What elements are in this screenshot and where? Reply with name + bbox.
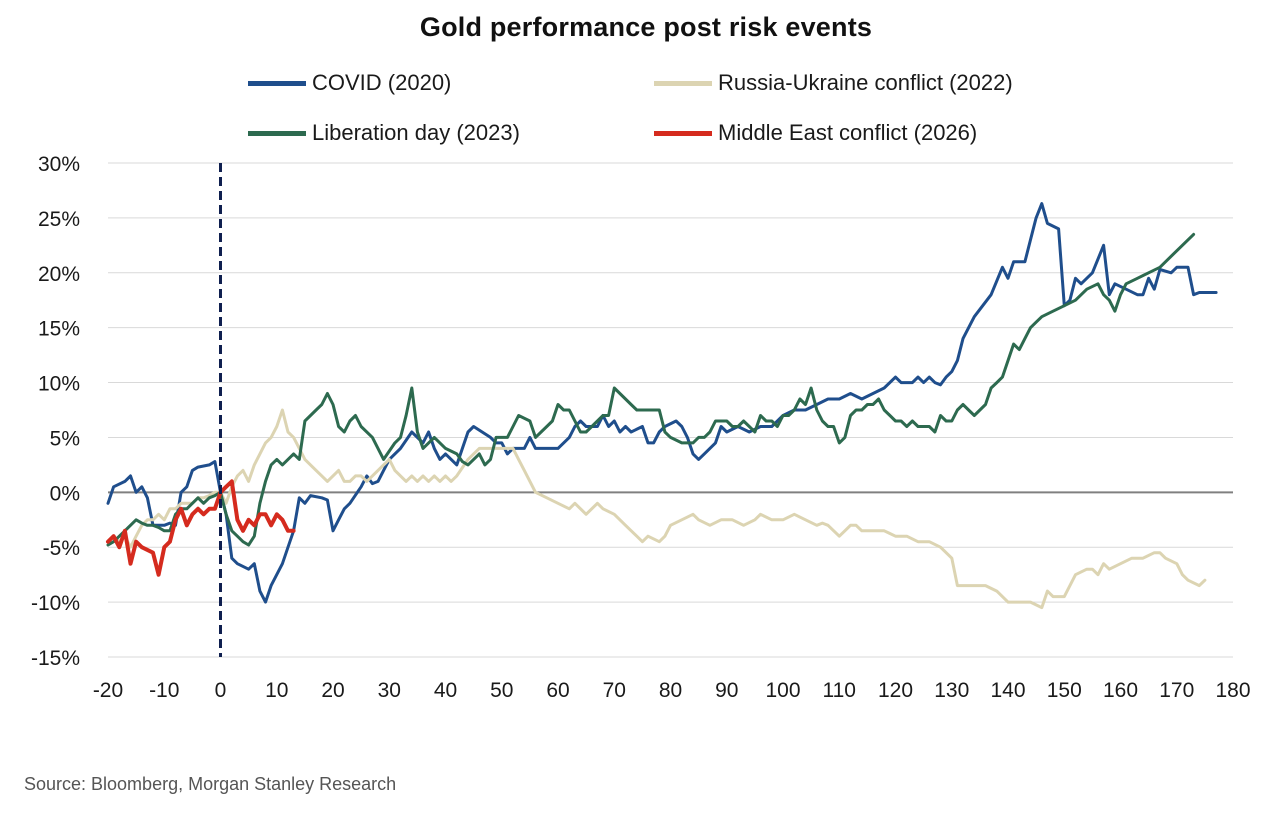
x-tick-label: 90 (715, 679, 738, 702)
x-tick-label: 130 (934, 679, 969, 702)
grid-lines (108, 162, 1233, 658)
x-tick-label: 140 (990, 679, 1025, 702)
legend-swatch-covid (248, 80, 306, 86)
series-line-middle-east-conflict-2026 (106, 479, 296, 577)
y-tick-label: 15% (38, 318, 80, 341)
x-axis-tick-labels: -20 -10 0 10 20 30 40 50 60 70 80 90 100 110 120 130 140… (93, 679, 1251, 702)
series-line-russia-ukraine-conflict-2022 (106, 408, 1207, 610)
x-tick-label: 40 (434, 679, 457, 702)
x-tick-label: 150 (1047, 679, 1082, 702)
x-tick-label: 10 (265, 679, 288, 702)
x-tick-label: 160 (1103, 679, 1138, 702)
x-tick-label: -20 (93, 679, 123, 702)
x-tick-label: 30 (378, 679, 401, 702)
y-axis-tick-labels: 30% 25% 20% 15% 10% 5% 0% -5% -10% -15% (31, 153, 80, 670)
y-tick-label: 30% (38, 153, 80, 176)
legend-label-liberation-day: Liberation day (2023) (312, 120, 520, 145)
legend-item-liberation-day: Liberation day (2023) (248, 119, 520, 147)
x-tick-label: 80 (659, 679, 682, 702)
y-tick-label: 10% (38, 373, 80, 396)
x-tick-label: 180 (1215, 679, 1250, 702)
series-line-covid-2020 (106, 202, 1218, 604)
legend-item-russia-ukraine: Russia-Ukraine conflict (2022) (654, 69, 1013, 97)
legend-swatch-middle-east (654, 130, 712, 136)
legend-label-covid: COVID (2020) (312, 70, 452, 95)
y-tick-label: -5% (43, 537, 80, 560)
chart-title: Gold performance post risk events (419, 12, 873, 42)
legend-label-russia-ukraine: Russia-Ukraine conflict (2022) (718, 70, 1013, 95)
y-tick-label: -15% (31, 647, 80, 670)
x-tick-label: -10 (149, 679, 179, 702)
series-lines (106, 202, 1218, 610)
x-tick-label: 50 (490, 679, 513, 702)
y-tick-label: 5% (50, 427, 80, 450)
x-tick-label: 110 (823, 679, 856, 702)
x-tick-label: 60 (546, 679, 569, 702)
y-tick-label: 25% (38, 208, 80, 231)
source-note: Source: Bloomberg, Morgan Stanley Resear… (24, 774, 397, 794)
x-tick-label: 170 (1159, 679, 1194, 702)
x-tick-label: 0 (215, 679, 227, 702)
y-tick-label: -10% (31, 592, 80, 615)
legend-swatch-russia-ukraine (654, 80, 712, 86)
legend-label-middle-east: Middle East conflict (2026) (718, 120, 978, 145)
legend-item-middle-east: Middle East conflict (2026) (654, 119, 977, 147)
series-line-liberation-day-2023 (106, 232, 1196, 547)
x-tick-label: 20 (321, 679, 344, 702)
x-tick-label: 100 (765, 679, 800, 702)
legend-item-covid: COVID (2020) (248, 69, 451, 97)
legend-swatch-liberation-day (248, 130, 306, 136)
y-tick-label: 20% (38, 263, 80, 286)
x-tick-label: 120 (878, 679, 913, 702)
x-tick-label: 70 (603, 679, 626, 702)
y-tick-label: 0% (50, 482, 80, 505)
